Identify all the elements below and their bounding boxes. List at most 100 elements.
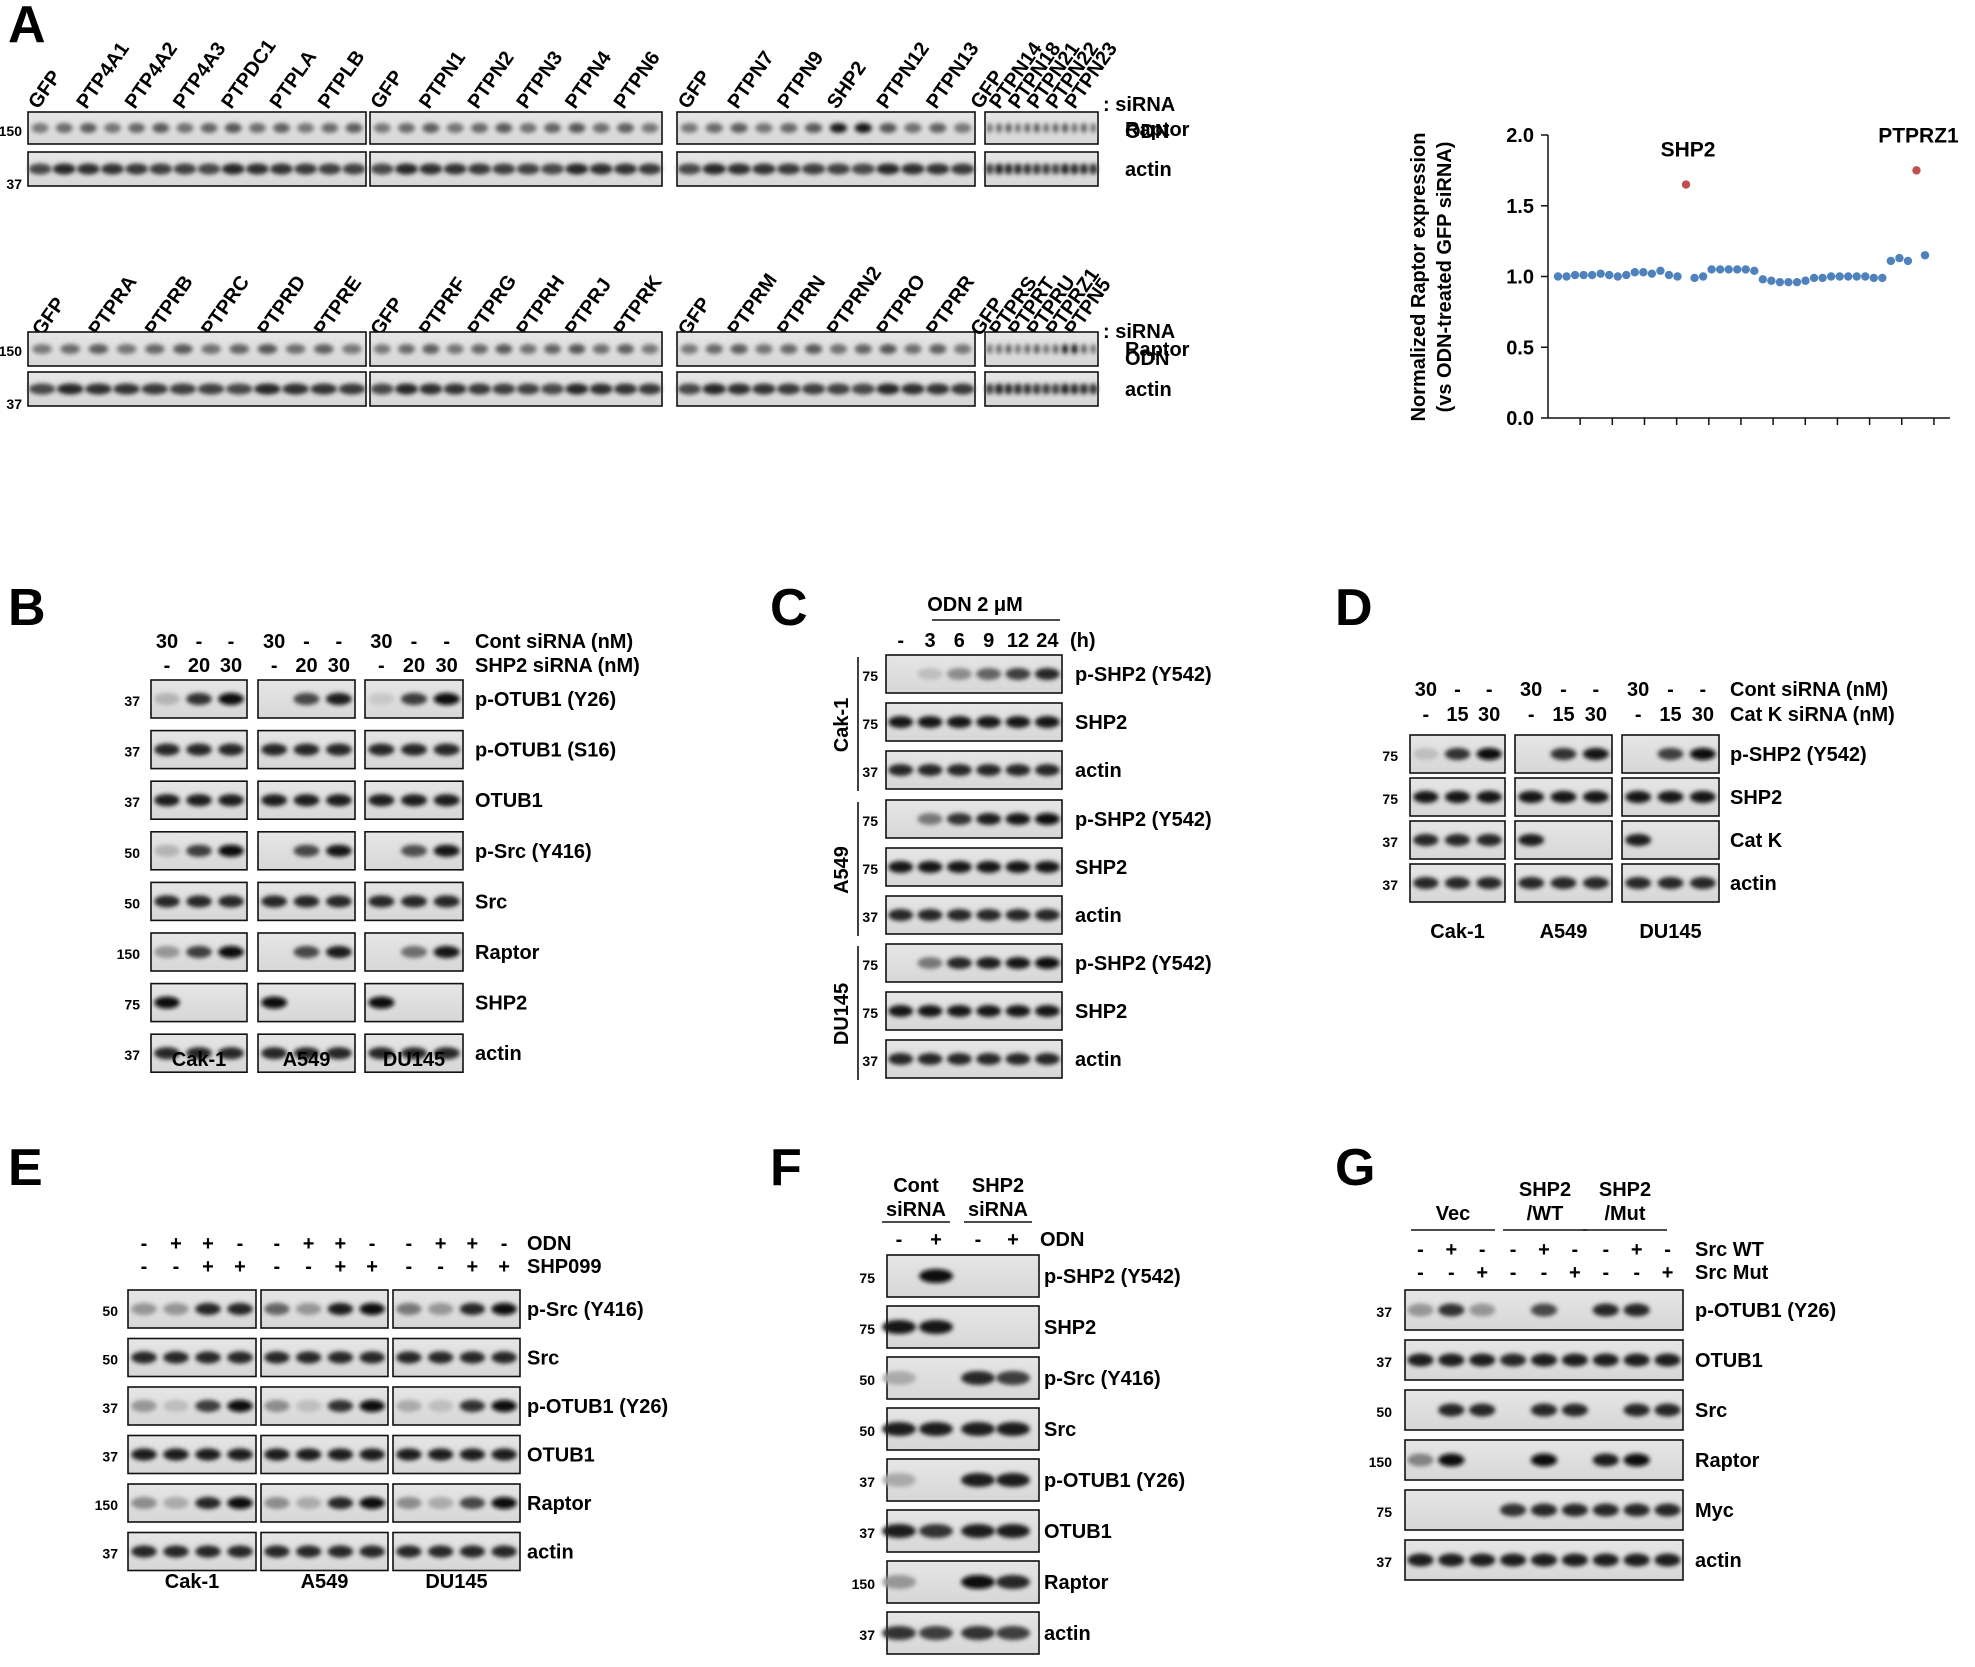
band bbox=[459, 1399, 486, 1413]
band bbox=[427, 1399, 454, 1413]
band bbox=[904, 344, 922, 354]
band bbox=[195, 1496, 221, 1510]
band bbox=[31, 123, 49, 133]
mw-marker: 50 bbox=[102, 1303, 118, 1319]
band bbox=[327, 1302, 354, 1316]
blot-label: p-OTUB1 (S16) bbox=[475, 740, 616, 762]
band bbox=[218, 794, 244, 807]
sirna-label: PTPRB bbox=[141, 272, 198, 340]
band bbox=[1623, 1353, 1650, 1367]
time-point: - bbox=[897, 630, 904, 652]
band bbox=[565, 383, 589, 395]
band bbox=[1088, 163, 1098, 175]
cell-line-label: Cak-1 bbox=[172, 1049, 226, 1071]
band bbox=[1592, 1353, 1619, 1367]
condition-value: - bbox=[369, 1233, 376, 1255]
mw-marker: 37 bbox=[102, 1449, 118, 1465]
band bbox=[359, 1302, 385, 1316]
band bbox=[565, 163, 589, 175]
condition-value: - bbox=[406, 1233, 413, 1255]
condition-value: 15 bbox=[1552, 704, 1574, 726]
band bbox=[397, 123, 416, 133]
band bbox=[359, 1496, 385, 1510]
band bbox=[368, 794, 395, 807]
band bbox=[543, 123, 562, 133]
band bbox=[829, 123, 848, 133]
cell-line-label: A549 bbox=[831, 846, 853, 894]
band bbox=[540, 383, 565, 395]
chart-point bbox=[1869, 273, 1878, 283]
band bbox=[342, 344, 362, 354]
time-point: 24 bbox=[1036, 630, 1059, 652]
band bbox=[144, 344, 165, 354]
band bbox=[396, 1351, 422, 1364]
blot-label: SHP2 bbox=[1730, 787, 1782, 809]
band bbox=[776, 383, 801, 395]
band bbox=[996, 1626, 1030, 1640]
band bbox=[1071, 344, 1078, 354]
chart-point-highlight bbox=[1681, 180, 1691, 189]
band bbox=[1550, 876, 1577, 890]
band bbox=[996, 1575, 1030, 1589]
band bbox=[961, 1371, 995, 1385]
band bbox=[1530, 1353, 1558, 1367]
chart-annotation: PTPRZ1 bbox=[1878, 124, 1959, 147]
band bbox=[917, 861, 943, 873]
band bbox=[882, 1626, 916, 1640]
condition-value: + bbox=[202, 1256, 214, 1278]
condition-value: + bbox=[303, 1233, 315, 1255]
band bbox=[368, 743, 395, 756]
mw-marker: 37 bbox=[102, 1546, 118, 1562]
band bbox=[154, 895, 180, 908]
chart-point bbox=[1758, 275, 1768, 284]
mw-marker: 37 bbox=[1382, 877, 1398, 893]
band bbox=[702, 383, 727, 395]
band bbox=[101, 163, 124, 175]
cell-line-label: A549 bbox=[301, 1571, 349, 1593]
band bbox=[396, 1545, 422, 1558]
condition-value: - bbox=[406, 1256, 413, 1278]
band bbox=[1654, 1353, 1681, 1367]
band bbox=[882, 1320, 916, 1334]
band bbox=[1561, 1403, 1589, 1417]
band bbox=[470, 344, 489, 354]
group-label: siRNA bbox=[968, 1199, 1028, 1221]
raptor-strip bbox=[984, 111, 1099, 145]
band bbox=[400, 692, 428, 706]
band bbox=[616, 344, 635, 354]
band bbox=[953, 344, 972, 354]
sirna-label: PTPRC bbox=[197, 272, 254, 340]
mw-marker: 150 bbox=[95, 1497, 119, 1513]
band bbox=[1061, 344, 1069, 354]
cell-line-label: A549 bbox=[1540, 921, 1588, 943]
band bbox=[917, 957, 943, 969]
band bbox=[293, 794, 320, 807]
band bbox=[55, 123, 73, 133]
band bbox=[131, 1496, 157, 1510]
raptor-strip bbox=[984, 331, 1099, 367]
chart-point bbox=[1826, 272, 1836, 281]
band bbox=[888, 764, 914, 776]
band bbox=[1051, 163, 1061, 175]
band bbox=[826, 163, 851, 175]
condition-value: + bbox=[1445, 1239, 1457, 1261]
band bbox=[641, 123, 659, 133]
actin-strip bbox=[676, 151, 976, 187]
band bbox=[1079, 383, 1089, 395]
band bbox=[1005, 957, 1031, 969]
condition-value: 30 bbox=[1520, 679, 1542, 701]
band bbox=[780, 123, 798, 133]
chart-point bbox=[1724, 265, 1733, 274]
band bbox=[801, 383, 826, 395]
panel-label-C: C bbox=[770, 579, 808, 637]
mw-marker: 37 bbox=[862, 764, 878, 780]
chart-point bbox=[1630, 268, 1640, 277]
band bbox=[400, 743, 428, 756]
condition-value: 30 bbox=[1415, 679, 1437, 701]
band bbox=[1438, 1553, 1465, 1567]
band bbox=[919, 1422, 953, 1436]
band bbox=[419, 383, 443, 395]
odn-label: ODN bbox=[1125, 121, 1169, 143]
band bbox=[1657, 790, 1684, 804]
chart-point bbox=[1673, 272, 1682, 281]
